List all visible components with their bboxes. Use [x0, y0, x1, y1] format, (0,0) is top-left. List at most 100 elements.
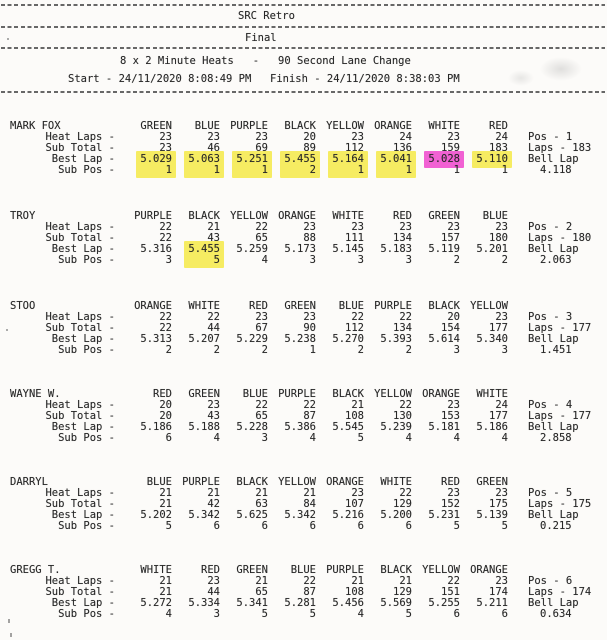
heat-laps-value: 22: [351, 311, 364, 323]
best-lap-label: Best Lap -: [51, 421, 115, 433]
heat-laps-value: 22: [303, 575, 316, 587]
heat-laps-value: 22: [255, 221, 268, 233]
sub-pos-row: Sub Pos - 5 6 6 6 6 6 5 5 0.215: [0, 521, 607, 532]
lane-color-header: BLACK: [380, 564, 412, 576]
best-lap-value: 5.316: [140, 243, 172, 255]
best-lap-value: 5.028: [412, 151, 464, 168]
sub-total-value: 152: [441, 498, 460, 510]
heat-laps-value: 23: [399, 221, 412, 233]
sub-pos-row: Sub Pos - 1 1 1 2 1 1 1 1 4.118: [0, 165, 607, 176]
lane-color-header: YELLOW: [326, 120, 364, 132]
sub-total-value: 153: [441, 410, 460, 422]
sub-total-value: 177: [489, 410, 508, 422]
sub-total-value: 87: [303, 586, 316, 598]
best-lap-value: 5.625: [236, 509, 268, 521]
sub-total-value: 157: [441, 232, 460, 244]
best-lap-value: 5.186: [140, 421, 172, 433]
best-lap-value: 5.386: [284, 421, 316, 433]
best-lap-value: 5.255: [428, 597, 460, 609]
heat-laps-value: 23: [495, 487, 508, 499]
best-lap-value: 5.188: [188, 421, 220, 433]
heat-laps-value: 20: [159, 399, 172, 411]
sub-pos-value: 4: [453, 432, 460, 444]
sub-pos-value: 5: [309, 608, 316, 620]
sub-pos-value: 2: [165, 344, 172, 356]
best-lap-value: 5.342: [284, 509, 316, 521]
sub-pos-row: Sub Pos - 2 2 2 1 2 2 3 3 1.451: [0, 345, 607, 356]
sub-pos-value: 5: [405, 608, 412, 620]
lane-color-header: BLUE: [146, 476, 172, 488]
sub-total-value: 43: [207, 232, 220, 244]
sub-pos-value: 6: [213, 520, 220, 532]
sub-pos-value: 6: [165, 432, 172, 444]
best-lap-row: Best Lap - 5.186 5.188 5.228 5.386 5.545 5.239…: [0, 422, 607, 433]
best-lap-value: 5.231: [428, 509, 460, 521]
best-lap-value: 5.063: [172, 151, 224, 178]
sub-pos-row: Sub Pos - 6 4 3 4 5 4 4 4 2.858: [0, 433, 607, 444]
heat-laps-value: 23: [159, 131, 172, 143]
sub-pos-label: Sub Pos -: [58, 344, 115, 356]
sub-total-label: Sub Total -: [45, 142, 115, 154]
racer-block: STOO ORANGE WHITE RED GREEN BLUE PURPLE BLACK YE…: [0, 301, 607, 356]
best-lap-label: Best Lap -: [51, 243, 115, 255]
sub-pos-value: 4: [405, 432, 412, 444]
best-lap-row: Best Lap - 5.316 5.455 5.259 5.173 5.145 5.183…: [0, 241, 607, 268]
total-laps-text: Laps - 183: [528, 142, 592, 154]
heat-laps-value: 22: [399, 311, 412, 323]
best-lap-label: Best Lap -: [51, 509, 115, 521]
sub-total-value: 108: [345, 586, 364, 598]
racer-name: STOO: [10, 300, 36, 312]
start-time: Start - 24/11/2020 8:08:49 PM: [68, 73, 252, 85]
lane-color-header: BLACK: [284, 120, 316, 132]
racer-name: WAYNE W.: [10, 388, 61, 400]
heat-laps-value: 23: [495, 575, 508, 587]
sub-total-value: 159: [441, 142, 460, 154]
sub-total-value: 112: [345, 142, 364, 154]
lane-colors-row: PURPLE BLACK YELLOW ORANGE WHITE RED GREEN BLUE: [0, 211, 607, 222]
racer-block: MARK FOX GREEN BLUE PURPLE BLACK YELLOW ORANGE…: [0, 120, 607, 178]
best-lap-value-highlighted: 5.110: [472, 151, 512, 168]
sub-pos-value: 3: [501, 344, 508, 356]
heat-laps-value: 24: [399, 131, 412, 143]
sub-pos-value: 3: [213, 608, 220, 620]
lane-colors-row: ORANGE WHITE RED GREEN BLUE PURPLE BLACK YELLOW: [0, 301, 607, 312]
lane-color-header: ORANGE: [278, 210, 316, 222]
sub-pos-value: 5: [165, 520, 172, 532]
race-format: 8 x 2 Minute Heats - 90 Second Lane Chan…: [120, 55, 411, 67]
heat-laps-value: 22: [447, 575, 460, 587]
lane-color-header: WHITE: [332, 210, 364, 222]
best-lap-value: 5.201: [476, 243, 508, 255]
lane-colors-row: WHITE RED GREEN BLUE PURPLE BLACK YELLOW ORANGE: [0, 565, 607, 576]
lane-color-header: BLUE: [194, 120, 220, 132]
racer-name: MARK FOX: [10, 120, 61, 132]
position-text: Pos - 3: [528, 311, 573, 323]
racer-block: DARRYL BLUE PURPLE BLACK YELLOW ORANGE WHITE RE…: [0, 477, 607, 532]
sub-pos-value: 1: [213, 164, 220, 176]
lane-color-header: PURPLE: [326, 564, 364, 576]
sub-pos-label: Sub Pos -: [58, 254, 115, 266]
heat-laps-value: 21: [399, 575, 412, 587]
heat-laps-label: Heat Laps -: [45, 575, 115, 587]
heat-laps-row: Heat Laps - 22 21 22 23 23 23 23 23 Pos - 2: [0, 222, 607, 233]
sub-total-value: 84: [303, 498, 316, 510]
best-lap-value-highlighted: 5.041: [376, 151, 416, 178]
position-text: Pos - 5: [528, 487, 573, 499]
heat-laps-value: 22: [303, 399, 316, 411]
lane-color-header: PURPLE: [230, 120, 268, 132]
best-lap-value: 5.455: [172, 241, 224, 268]
heat-laps-label: Heat Laps -: [45, 311, 115, 323]
sub-total-value: 130: [393, 410, 412, 422]
heat-laps-label: Heat Laps -: [45, 221, 115, 233]
lane-color-header: WHITE: [380, 476, 412, 488]
sub-total-value: 136: [393, 142, 412, 154]
finish-time: Finish - 24/11/2020 8:38:03 PM: [270, 73, 460, 85]
heat-laps-value: 22: [159, 311, 172, 323]
lane-color-header: GREEN: [476, 476, 508, 488]
sub-total-value: 111: [345, 232, 364, 244]
lane-color-header: WHITE: [428, 120, 460, 132]
bell-lap-value: 2.858: [540, 432, 572, 444]
sub-pos-value: 1: [309, 344, 316, 356]
sub-pos-value: 5: [213, 254, 220, 266]
best-lap-value-highlighted: 5.029: [136, 151, 176, 178]
sub-pos-value: 4: [213, 432, 220, 444]
